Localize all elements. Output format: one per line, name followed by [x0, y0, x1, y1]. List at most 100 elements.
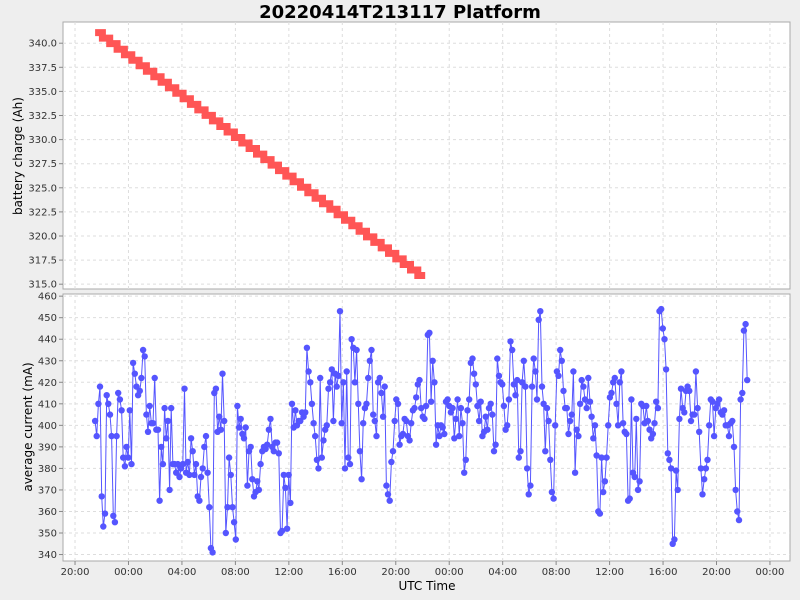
current-point: [146, 402, 153, 410]
current-y-tick-label: 420: [38, 378, 57, 389]
current-point: [509, 346, 516, 354]
current-y-tick-label: 380: [38, 464, 57, 475]
charge-y-tick-label: 317.5: [28, 256, 57, 267]
current-point: [472, 381, 479, 388]
current-point: [462, 456, 469, 463]
current-point: [720, 407, 728, 414]
current-point: [699, 491, 706, 498]
current-point: [283, 525, 291, 532]
charge-y-tick-label: 335.0: [28, 87, 57, 98]
current-point: [710, 432, 718, 440]
current-point: [100, 523, 107, 530]
current-y-tick-label: 390: [38, 442, 57, 453]
current-point: [235, 424, 243, 431]
current-point: [368, 346, 375, 354]
current-point: [505, 396, 513, 403]
current-point: [129, 359, 137, 367]
current-point: [212, 385, 220, 392]
current-point: [653, 398, 660, 405]
current-point: [370, 411, 377, 418]
current-point: [330, 417, 337, 425]
current-point: [623, 430, 630, 438]
current-point: [275, 450, 282, 457]
current-y-tick-label: 460: [38, 292, 57, 303]
charge-y-axis-label: battery charge (Ah): [11, 97, 25, 215]
current-point: [164, 417, 172, 425]
charge-x-gridlines: [74, 22, 771, 289]
current-point: [532, 368, 539, 375]
current-point: [557, 346, 564, 354]
current-point: [449, 404, 456, 412]
current-y-tick-label: 410: [38, 399, 57, 410]
current-point: [691, 411, 698, 418]
current-point: [91, 417, 99, 425]
current-point: [386, 497, 393, 504]
current-point: [636, 478, 643, 485]
current-point: [634, 486, 642, 494]
current-point: [378, 389, 385, 397]
current-point: [257, 460, 264, 468]
current-point: [371, 417, 378, 425]
current-point: [489, 411, 496, 418]
current-point: [303, 344, 311, 351]
current-point: [111, 519, 119, 526]
current-point: [189, 448, 196, 455]
current-point: [578, 376, 585, 384]
current-point: [411, 404, 418, 412]
current-point: [232, 536, 239, 543]
current-point: [614, 422, 622, 429]
current-point: [278, 527, 286, 535]
current-point: [510, 381, 517, 388]
current-point: [739, 389, 746, 397]
current-point: [181, 385, 188, 392]
current-point: [571, 469, 579, 476]
current-point: [477, 398, 484, 405]
current-point: [325, 385, 332, 392]
current-series: [91, 305, 751, 556]
current-point: [230, 519, 238, 526]
current-point: [439, 424, 446, 431]
current-point: [161, 404, 168, 412]
current-point: [715, 396, 723, 403]
current-point: [611, 374, 618, 382]
current-point: [547, 456, 554, 463]
charge-y-tick-label: 340.0: [28, 39, 57, 50]
current-point: [737, 396, 744, 403]
current-point: [110, 512, 117, 519]
current-y-axis: 340 350 360 370 380 390 400 410 420 430 440 450 460: [38, 292, 63, 561]
current-point: [545, 417, 552, 425]
current-point: [265, 426, 273, 433]
current-point: [394, 400, 402, 407]
current-point: [626, 495, 633, 502]
current-point: [565, 430, 572, 438]
current-point: [287, 499, 294, 507]
current-point: [383, 482, 390, 489]
current-point: [242, 424, 249, 431]
current-point: [156, 497, 163, 504]
current-point: [452, 415, 460, 423]
current-point: [249, 476, 256, 483]
current-point: [312, 432, 319, 440]
x-tick-label: 00:00: [756, 567, 785, 578]
current-point: [355, 400, 362, 407]
current-point: [535, 316, 542, 323]
current-point: [96, 383, 104, 390]
current-point: [672, 467, 680, 474]
current-point: [308, 400, 316, 407]
current-point: [686, 387, 693, 395]
current-point: [353, 346, 360, 354]
current-point: [288, 400, 296, 407]
current-point: [436, 432, 443, 440]
current-point: [706, 422, 713, 429]
current-point: [662, 366, 670, 373]
current-point: [340, 379, 347, 386]
current-point: [704, 456, 711, 463]
current-point: [527, 482, 534, 489]
current-point: [628, 396, 635, 403]
current-point: [487, 400, 494, 407]
current-point: [674, 486, 681, 494]
current-x-axis: 20:00 00:00 04:00 08:00 12:00 16:00 20:00 00:00…: [61, 561, 785, 578]
current-point: [341, 465, 349, 472]
current-point: [323, 422, 330, 429]
current-point: [725, 432, 733, 440]
